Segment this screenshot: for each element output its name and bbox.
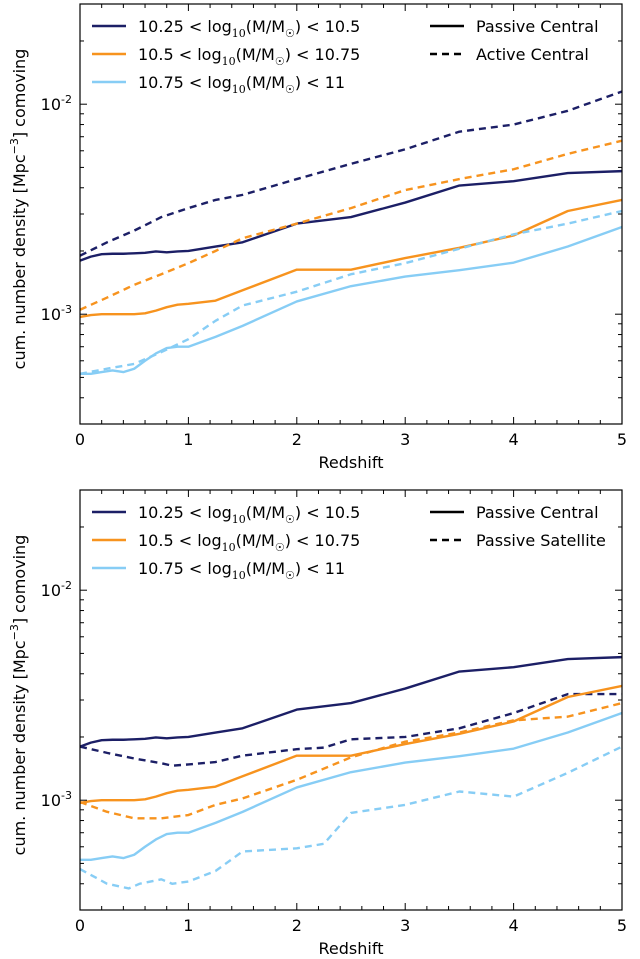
y-tick-exponent: -3 [61, 303, 72, 316]
y-axis-label-text: cum. number density [Mpc [10, 640, 29, 855]
y-tick-exponent: -2 [61, 93, 72, 106]
legend-text: ) < 10.75 [285, 531, 361, 550]
legend-mass-label: 10.5 < log10(M/M☉) < 10.75 [138, 45, 360, 68]
y-tick-base: 10 [41, 95, 61, 114]
y-tick-base: 10 [41, 305, 61, 324]
plot-frame [79, 489, 623, 911]
legend-text: ) < 10.5 [295, 17, 360, 36]
x-tick-label: 3 [400, 916, 410, 935]
legend-style-label: Passive Central [476, 503, 599, 522]
y-tick-base: 10 [41, 581, 61, 600]
legend-mass-label: 10.5 < log10(M/M☉) < 10.75 [138, 531, 360, 554]
y-axis-label-text: ] comoving [10, 535, 29, 625]
x-tick-label: 4 [509, 430, 519, 449]
legend-text: (M/M [246, 503, 285, 522]
x-tick-label: 2 [292, 430, 302, 449]
y-tick-base: 10 [41, 791, 61, 810]
y-tick-label: 10-3 [41, 789, 72, 810]
legend-text: (M/M [246, 73, 285, 92]
x-tick-label: 4 [509, 916, 519, 935]
legend-subscript: 10 [222, 55, 236, 68]
legend-mass-label: 10.25 < log10(M/M☉) < 10.5 [138, 17, 360, 40]
legend-mass-label: 10.75 < log10(M/M☉) < 11 [138, 73, 345, 96]
sun-symbol-icon: ☉ [285, 513, 295, 526]
legend-mass-label: 10.25 < log10(M/M☉) < 10.5 [138, 503, 360, 526]
y-tick-label: 10-2 [41, 93, 72, 114]
series-line-bin2-solid [79, 198, 623, 319]
sun-symbol-icon: ☉ [285, 27, 295, 40]
series-line-bin3-solid [80, 711, 623, 862]
sun-symbol-icon: ☉ [285, 569, 295, 582]
legend-text: ) < 11 [295, 73, 345, 92]
sun-symbol-icon: ☉ [285, 83, 295, 96]
legend-style-label: Passive Satellite [476, 531, 606, 550]
legend-text: (M/M [236, 45, 275, 64]
y-axis-label: cum. number density [Mpc−3] comoving [8, 535, 29, 856]
legend-subscript: 10 [232, 83, 246, 96]
legend-text: ) < 11 [295, 559, 345, 578]
x-tick-label: 2 [292, 916, 302, 935]
y-axis-label: cum. number density [Mpc−3] comoving [8, 49, 29, 370]
legend-text: 10.25 < log [138, 17, 232, 36]
y-axis-label-exponent: −3 [8, 624, 21, 640]
legend-style-label: Active Central [476, 45, 589, 64]
legend-text: 10.75 < log [138, 73, 232, 92]
series-line-bin1-solid [79, 169, 623, 262]
plot-frame [79, 3, 623, 425]
x-tick-label: 1 [183, 916, 193, 935]
x-axis-label: Redshift [319, 453, 384, 472]
y-axis-label-exponent: −3 [8, 138, 21, 154]
legend-mass-label: 10.75 < log10(M/M☉) < 11 [138, 559, 345, 582]
series-line-bin1-dashed [79, 90, 623, 257]
x-tick-label: 0 [75, 916, 85, 935]
x-axis-label: Redshift [319, 939, 384, 958]
series-line-bin1-solid [79, 655, 623, 748]
legend-subscript: 10 [222, 541, 236, 554]
x-tick-label: 5 [617, 916, 627, 935]
series-line-bin2-dashed [79, 701, 623, 820]
y-axis-label-text: cum. number density [Mpc [10, 154, 29, 369]
series-line-bin3-dashed [79, 745, 623, 890]
y-tick-label: 10-3 [41, 303, 72, 324]
x-tick-label: 5 [617, 430, 627, 449]
y-tick-label: 10-2 [41, 579, 72, 600]
legend-text: (M/M [246, 559, 285, 578]
y-tick-exponent: -3 [61, 789, 72, 802]
series-line-bin3-solid [80, 225, 623, 376]
legend-text: (M/M [246, 17, 285, 36]
y-tick-exponent: -2 [61, 579, 72, 592]
series-line-bin3-dashed [79, 209, 623, 376]
y-axis-label-text: ] comoving [10, 49, 29, 139]
legend-text: 10.5 < log [138, 531, 222, 550]
series-line-bin1-dashed [79, 692, 622, 767]
legend-text: ) < 10.5 [295, 503, 360, 522]
legend-text: 10.25 < log [138, 503, 232, 522]
legend-text: 10.75 < log [138, 559, 232, 578]
legend-subscript: 10 [232, 27, 246, 40]
sun-symbol-icon: ☉ [275, 55, 285, 68]
legend-text: 10.5 < log [138, 45, 222, 64]
legend-subscript: 10 [232, 569, 246, 582]
legend-text: ) < 10.75 [285, 45, 361, 64]
x-tick-label: 0 [75, 430, 85, 449]
legend-style-label: Passive Central [476, 17, 599, 36]
legend-subscript: 10 [232, 513, 246, 526]
x-tick-label: 3 [400, 430, 410, 449]
series-line-bin2-dashed [79, 139, 623, 311]
x-tick-label: 1 [183, 430, 193, 449]
series-line-bin2-solid [79, 684, 623, 805]
legend-text: (M/M [236, 531, 275, 550]
sun-symbol-icon: ☉ [275, 541, 285, 554]
